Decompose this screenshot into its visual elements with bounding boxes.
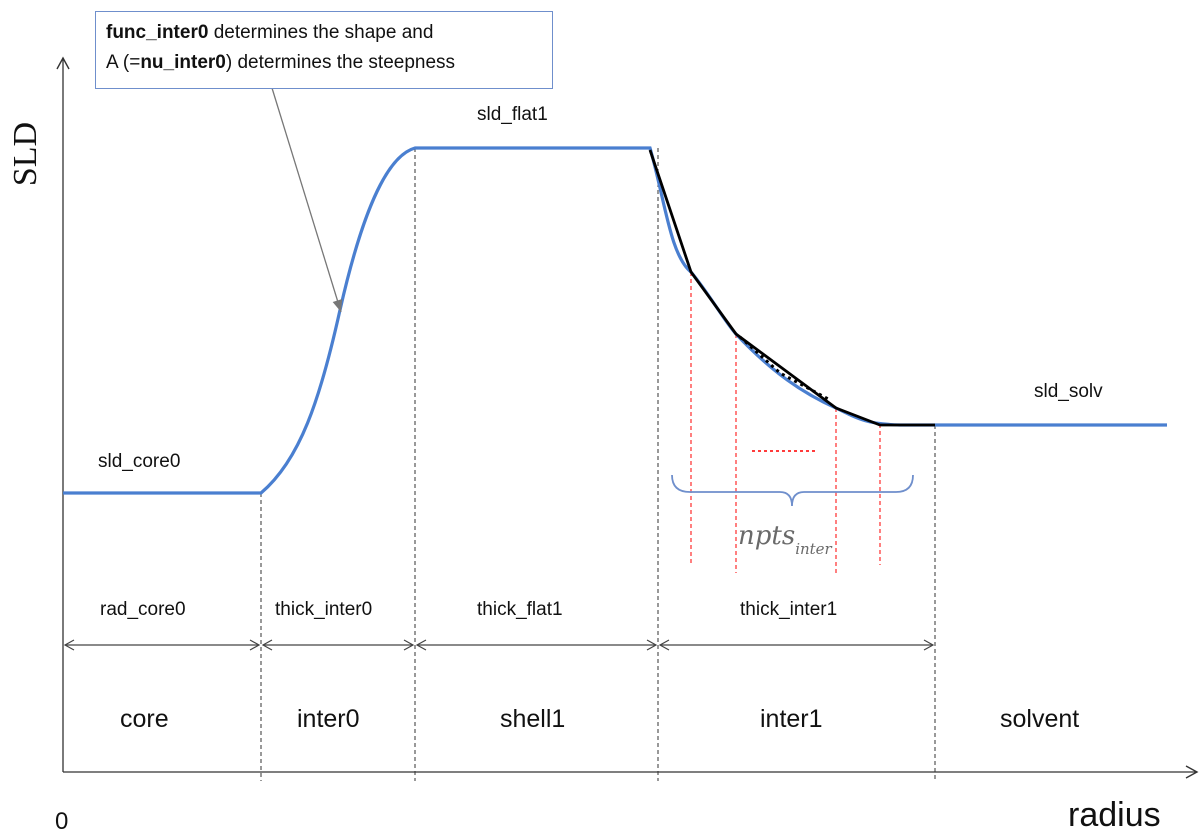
- note-nu-inter0: nu_inter0: [140, 52, 226, 73]
- thick-inter1-label: thick_inter1: [740, 599, 838, 620]
- x-axis-label: radius: [1068, 796, 1161, 834]
- region-inter0-label: inter0: [297, 705, 360, 733]
- npts-brace: [671, 474, 914, 507]
- sld-core0-label: sld_core0: [98, 451, 181, 472]
- region-shell1-label: shell1: [500, 705, 566, 733]
- note-line2-pre: A (=: [106, 52, 141, 73]
- thick-flat1-label: thick_flat1: [477, 599, 563, 620]
- npts-subscript: inter: [795, 540, 832, 559]
- note-func-inter0: func_inter0: [106, 22, 209, 43]
- annotation-note: func_inter0 determines the shape and A (…: [95, 11, 553, 89]
- region-boundaries: [260, 148, 936, 781]
- npts-base: npts: [738, 521, 796, 551]
- note-line2-post: ) determines the steepness: [225, 52, 456, 73]
- note-line-1: func_inter0 determines the shape and: [106, 18, 552, 48]
- sld-solv-label: sld_solv: [1034, 381, 1103, 402]
- rad-core0-label: rad_core0: [100, 599, 186, 620]
- npts-inter-label: nptsinter: [738, 521, 832, 558]
- thick-inter0-label: thick_inter0: [275, 599, 373, 620]
- sampling-lines: [690, 272, 881, 573]
- region-solvent-label: solvent: [1000, 705, 1080, 733]
- sld-flat1-label: sld_flat1: [477, 104, 548, 125]
- note-pointer-arrow: [271, 87, 343, 313]
- note-line1-rest: determines the shape and: [208, 22, 434, 43]
- note-line-2: A (=nu_inter0) determines the steepness: [106, 48, 552, 78]
- sld-profile-curve: [63, 146, 1167, 495]
- linear-approximation: [648, 149, 935, 427]
- y-axis-label: SLD: [7, 121, 45, 187]
- approximation-dots: [738, 335, 831, 402]
- origin-label: 0: [55, 808, 69, 835]
- region-inter1-label: inter1: [760, 705, 823, 733]
- region-core-label: core: [120, 705, 169, 733]
